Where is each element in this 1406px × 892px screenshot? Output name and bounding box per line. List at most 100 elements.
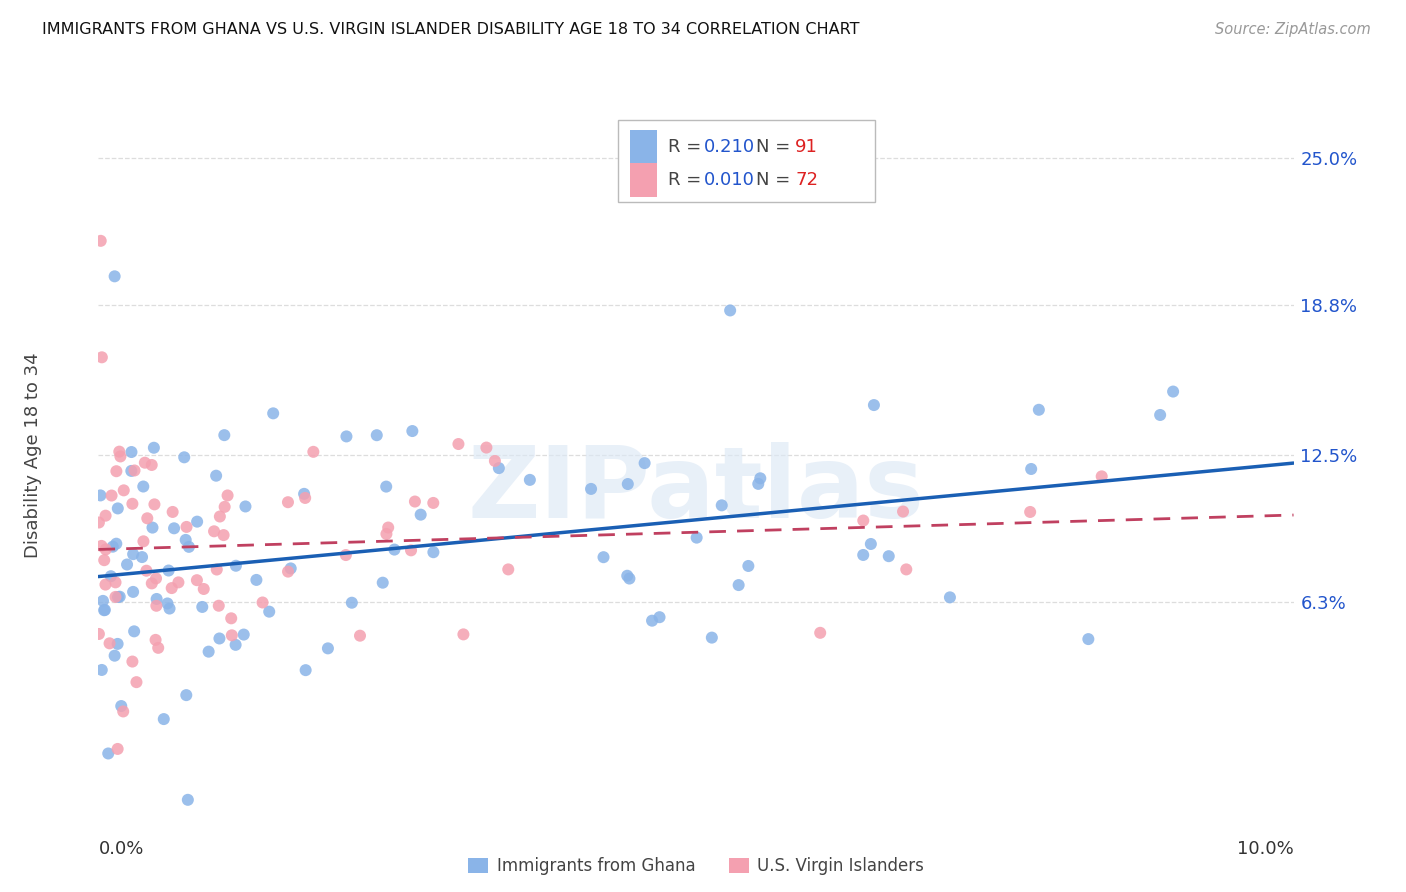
Bar bbox=[630, 129, 657, 164]
Point bbox=[422, 496, 444, 510]
Text: Source: ZipAtlas.com: Source: ZipAtlas.com bbox=[1215, 22, 1371, 37]
Point bbox=[94, 542, 117, 557]
Point bbox=[100, 489, 122, 503]
Text: R =: R = bbox=[668, 137, 707, 155]
Point bbox=[496, 562, 519, 576]
Point bbox=[648, 610, 671, 624]
Point bbox=[217, 488, 239, 502]
Text: 72: 72 bbox=[796, 171, 818, 189]
Point bbox=[93, 553, 115, 567]
Point bbox=[335, 548, 357, 562]
Point bbox=[104, 575, 127, 590]
Point bbox=[375, 480, 398, 494]
Point bbox=[167, 575, 190, 590]
Point bbox=[404, 494, 426, 508]
Point bbox=[105, 464, 128, 478]
Point bbox=[94, 603, 117, 617]
Point bbox=[737, 558, 759, 573]
Point bbox=[235, 500, 257, 514]
Point bbox=[104, 648, 127, 663]
Point bbox=[877, 549, 900, 564]
Point bbox=[110, 450, 132, 464]
Point bbox=[193, 582, 215, 596]
Point bbox=[104, 590, 127, 604]
Point bbox=[616, 568, 638, 582]
Point bbox=[245, 573, 267, 587]
Point bbox=[1028, 402, 1050, 417]
Point bbox=[401, 424, 423, 438]
Point bbox=[107, 590, 129, 604]
Point bbox=[122, 585, 145, 599]
Point bbox=[592, 550, 614, 565]
Point bbox=[145, 632, 167, 647]
Point bbox=[120, 464, 142, 478]
Point bbox=[1019, 505, 1042, 519]
Point bbox=[375, 527, 398, 541]
Point bbox=[447, 437, 470, 451]
Point bbox=[257, 605, 280, 619]
Point bbox=[108, 590, 131, 604]
Point bbox=[107, 637, 129, 651]
Point bbox=[94, 508, 117, 523]
Point bbox=[519, 473, 541, 487]
Point bbox=[148, 640, 170, 655]
Point bbox=[94, 577, 117, 591]
Point bbox=[399, 543, 422, 558]
Point bbox=[142, 441, 165, 455]
Point bbox=[141, 520, 163, 534]
Point bbox=[1077, 632, 1099, 646]
Legend: Immigrants from Ghana, U.S. Virgin Islanders: Immigrants from Ghana, U.S. Virgin Islan… bbox=[461, 851, 931, 882]
Point bbox=[371, 575, 394, 590]
Point bbox=[132, 479, 155, 493]
Point bbox=[107, 742, 129, 756]
Point bbox=[157, 564, 180, 578]
Point bbox=[159, 601, 181, 615]
Point bbox=[162, 505, 184, 519]
Point bbox=[1019, 462, 1042, 476]
Point bbox=[939, 591, 962, 605]
Point bbox=[1149, 408, 1171, 422]
Point bbox=[177, 540, 200, 554]
Point bbox=[747, 476, 769, 491]
Point bbox=[1161, 384, 1184, 399]
Point bbox=[90, 351, 112, 365]
Bar bbox=[630, 163, 657, 197]
Point bbox=[101, 540, 124, 554]
Point bbox=[335, 429, 357, 443]
Point bbox=[710, 499, 733, 513]
Point bbox=[108, 444, 131, 458]
Point bbox=[205, 468, 228, 483]
Point bbox=[232, 627, 254, 641]
Point bbox=[122, 624, 145, 639]
Point bbox=[208, 632, 231, 646]
Point bbox=[124, 463, 146, 477]
Point bbox=[212, 528, 235, 542]
Point bbox=[749, 471, 772, 485]
Point bbox=[252, 595, 274, 609]
Point bbox=[97, 747, 120, 761]
Point bbox=[197, 645, 219, 659]
Point bbox=[143, 497, 166, 511]
Point bbox=[277, 565, 299, 579]
Point bbox=[152, 712, 174, 726]
Text: 91: 91 bbox=[796, 137, 818, 155]
Point bbox=[1091, 469, 1114, 483]
Point bbox=[90, 663, 112, 677]
Point bbox=[145, 571, 167, 585]
Text: 0.0%: 0.0% bbox=[98, 840, 143, 858]
Text: IMMIGRANTS FROM GHANA VS U.S. VIRGIN ISLANDER DISABILITY AGE 18 TO 34 CORRELATIO: IMMIGRANTS FROM GHANA VS U.S. VIRGIN ISL… bbox=[42, 22, 859, 37]
Point bbox=[125, 675, 148, 690]
Text: ZIPatlas: ZIPatlas bbox=[468, 442, 924, 539]
Point bbox=[177, 793, 200, 807]
Point bbox=[145, 599, 167, 613]
Point bbox=[214, 428, 236, 442]
Point bbox=[340, 596, 363, 610]
Point bbox=[617, 477, 640, 491]
Point bbox=[163, 521, 186, 535]
Point bbox=[121, 655, 143, 669]
Point bbox=[349, 629, 371, 643]
Point bbox=[219, 611, 242, 625]
Point bbox=[90, 234, 112, 248]
Point bbox=[173, 450, 195, 465]
Point bbox=[484, 454, 506, 468]
